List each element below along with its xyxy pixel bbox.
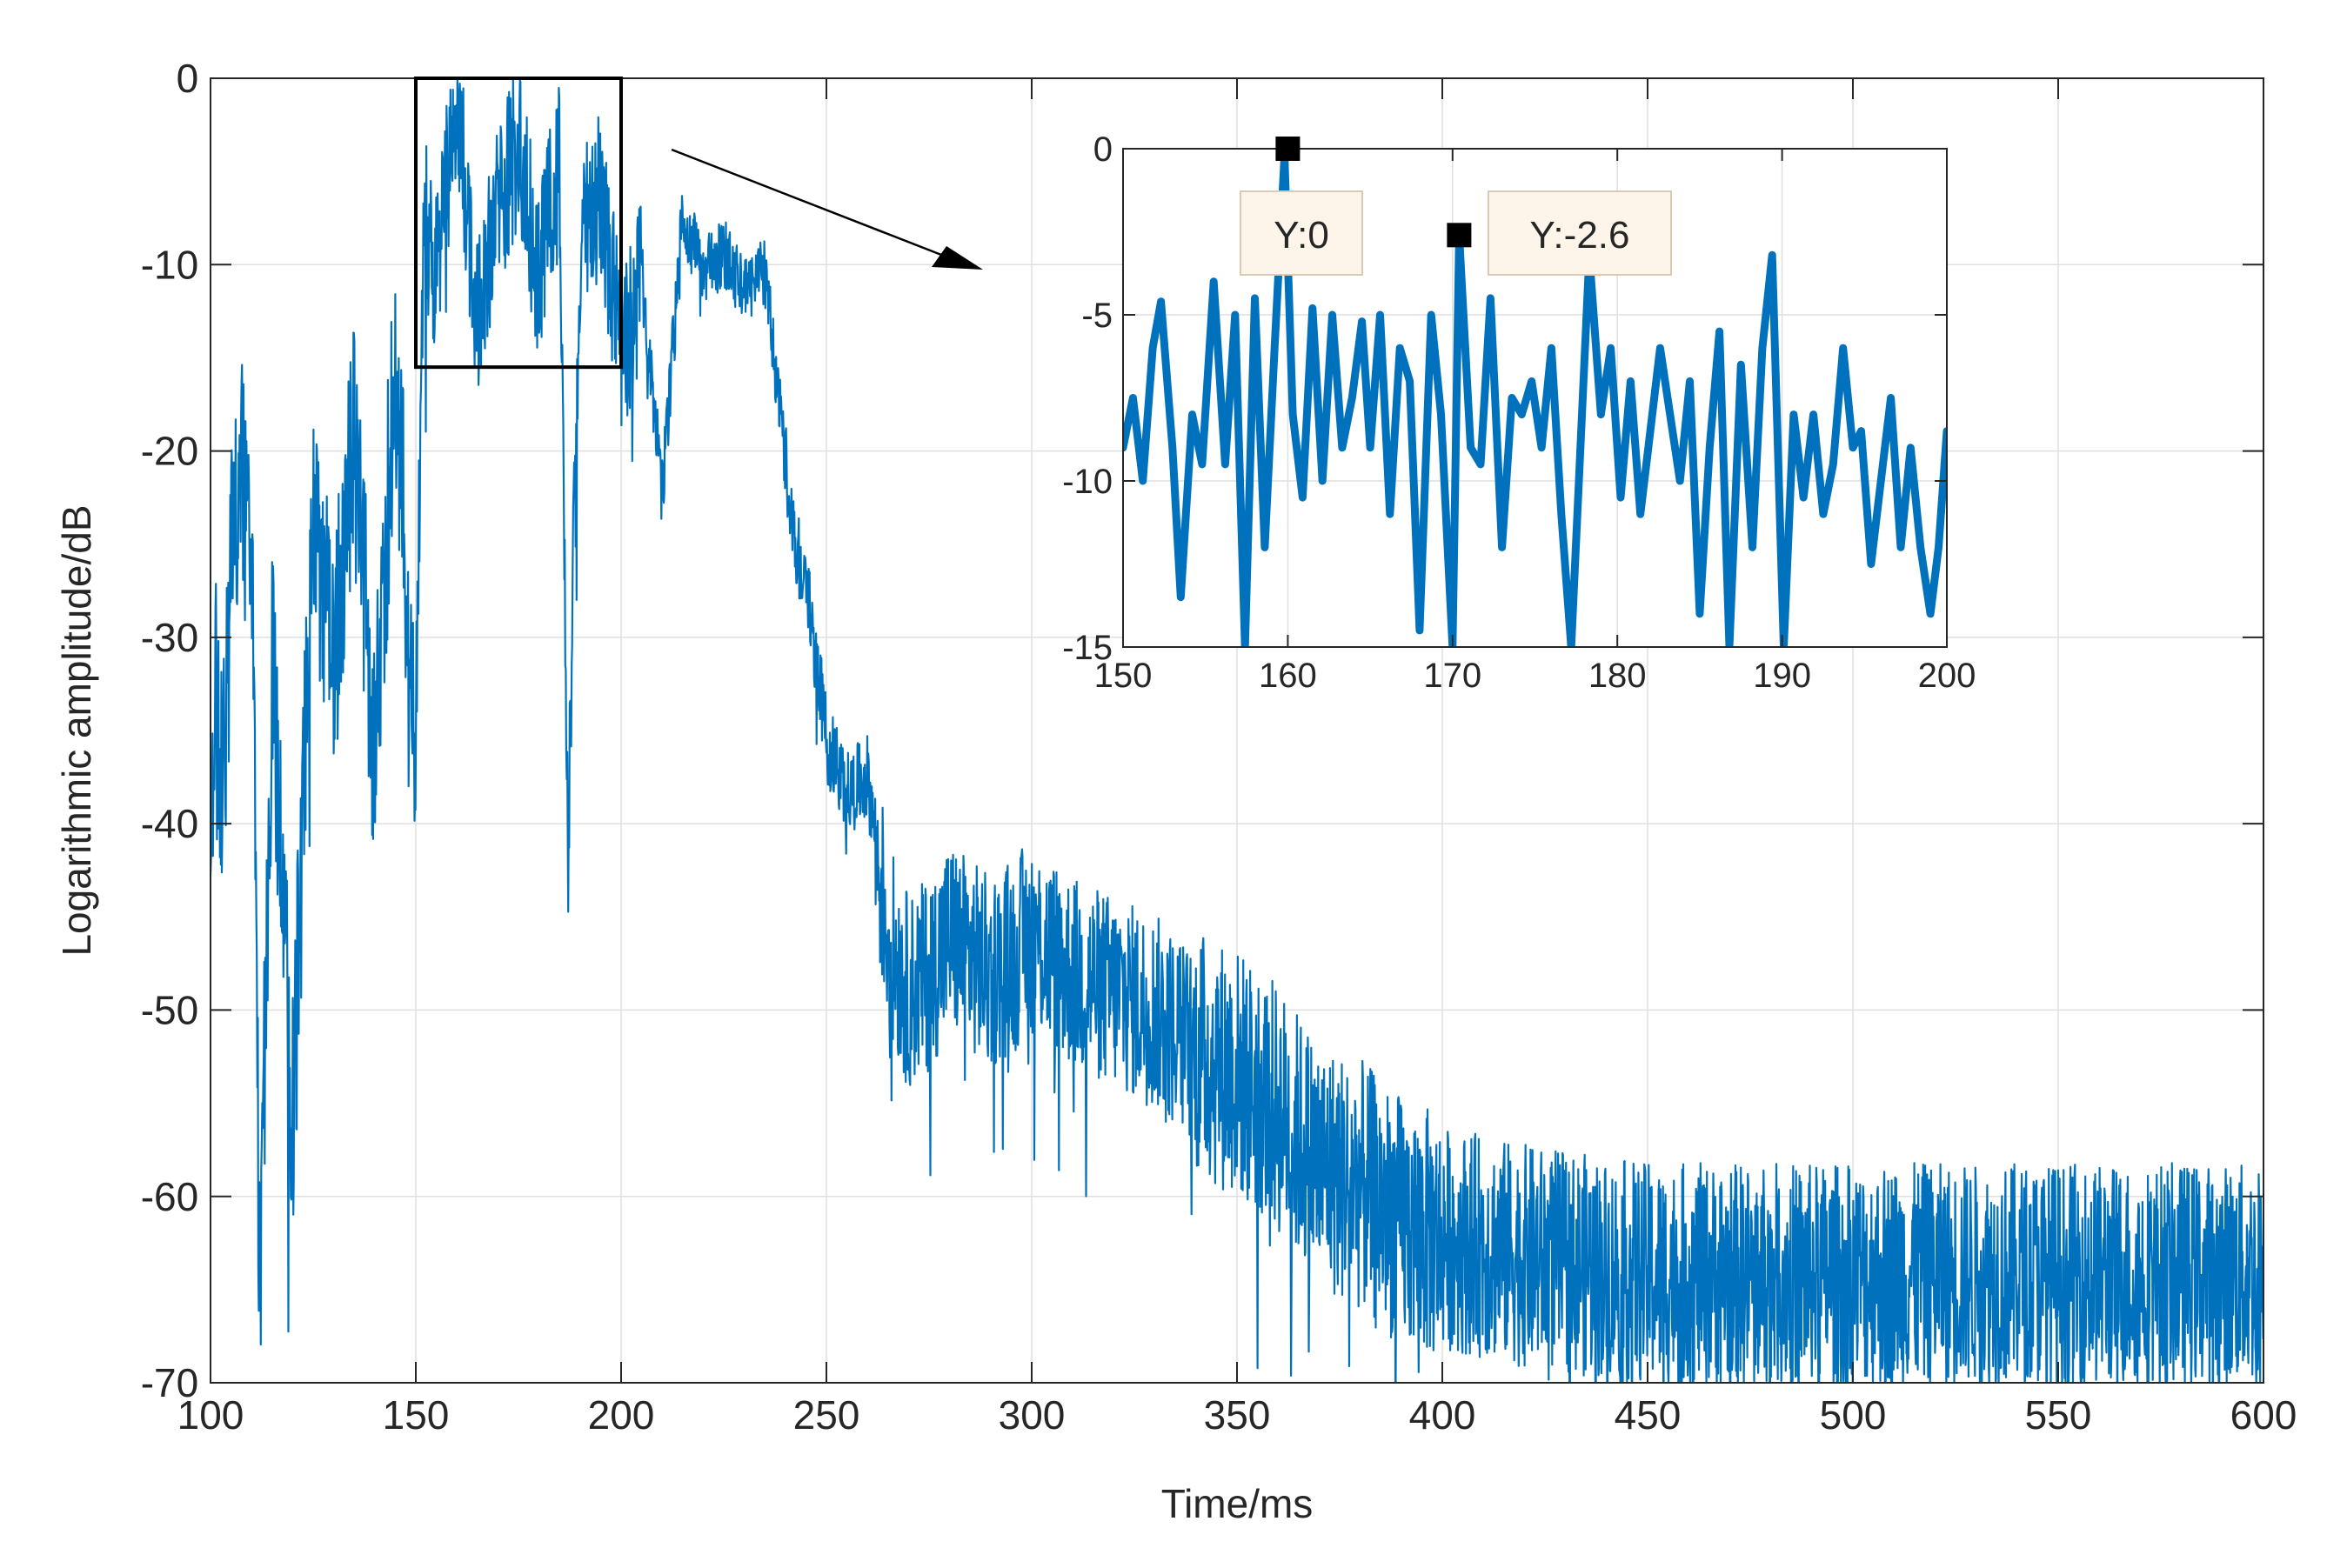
datatip-1-label: Y:0 bbox=[1274, 214, 1329, 257]
main-series-line bbox=[211, 78, 2263, 1383]
inset-xtick-label: 170 bbox=[1423, 657, 1481, 695]
zoom-arrow bbox=[671, 148, 983, 270]
inset-xtick-labels: 150 160 170 180 190 200 bbox=[1094, 657, 1976, 695]
main-ytick-label: -20 bbox=[141, 429, 198, 474]
inset-ytick-label: -10 bbox=[1062, 463, 1113, 501]
main-xtick-label: 100 bbox=[177, 1392, 244, 1438]
zoom-arrow-shaft bbox=[671, 148, 958, 263]
inset-xtick-label: 150 bbox=[1094, 657, 1153, 695]
inset-xtick-label: 200 bbox=[1918, 657, 1976, 695]
main-ytick-label: -50 bbox=[141, 988, 198, 1033]
zoom-arrow-head bbox=[932, 246, 983, 270]
datatip-2-marker bbox=[1447, 223, 1472, 248]
main-ytick-label: -30 bbox=[141, 615, 198, 660]
main-xtick-label: 600 bbox=[2230, 1392, 2297, 1438]
datatip-1-box bbox=[1240, 190, 1363, 276]
datatip-2-box bbox=[1488, 190, 1672, 276]
inset-ytick-label: -15 bbox=[1062, 629, 1113, 667]
main-xtick-label: 400 bbox=[1409, 1392, 1476, 1438]
inset-axes-frame bbox=[1122, 148, 1948, 648]
main-xtick-labels: 100 150 200 250 300 350 400 450 500 550 600 bbox=[177, 1392, 2297, 1438]
inset-xtick-label: 180 bbox=[1588, 657, 1647, 695]
main-ytick-label: -70 bbox=[141, 1360, 198, 1405]
main-ytick-label: 0 bbox=[177, 56, 199, 101]
inset-ytick-label: -5 bbox=[1081, 297, 1113, 335]
main-xtick-label: 250 bbox=[793, 1392, 860, 1438]
datatip-peak-1[interactable]: Y:0 bbox=[1240, 137, 1363, 276]
inset-xtick-label: 190 bbox=[1753, 657, 1811, 695]
main-ytick-label: -10 bbox=[141, 242, 198, 287]
inset-axes: 150 160 170 180 190 200 0 -5 -10 -15 Y:0 Y:-2.6 bbox=[1062, 130, 1976, 695]
inset-ticks bbox=[1122, 148, 1948, 648]
inset-series-line bbox=[1123, 151, 1947, 647]
inset-xtick-label: 160 bbox=[1259, 657, 1317, 695]
datatip-1-marker bbox=[1275, 137, 1301, 161]
datatip-2-label: Y:-2.6 bbox=[1530, 214, 1630, 257]
zoom-region-box bbox=[414, 77, 623, 370]
main-ytick-labels: 0 -10 -20 -30 -40 -50 -60 -70 bbox=[141, 56, 198, 1405]
main-xtick-label: 550 bbox=[2025, 1392, 2092, 1438]
main-xtick-label: 200 bbox=[588, 1392, 655, 1438]
main-x-axis-label: Time/ms bbox=[1161, 1481, 1314, 1526]
main-xtick-label: 300 bbox=[999, 1392, 1066, 1438]
datatip-peak-2[interactable]: Y:-2.6 bbox=[1447, 190, 1672, 276]
main-y-axis-label: Logarithmic amplitude/dB bbox=[54, 504, 99, 956]
inset-ytick-label: 0 bbox=[1093, 130, 1113, 169]
main-xtick-label: 150 bbox=[383, 1392, 450, 1438]
main-xtick-label: 500 bbox=[1820, 1392, 1887, 1438]
main-ytick-label: -60 bbox=[141, 1174, 198, 1219]
main-ytick-label: -40 bbox=[141, 801, 198, 846]
main-xtick-label: 450 bbox=[1615, 1392, 1682, 1438]
inset-ytick-labels: 0 -5 -10 -15 bbox=[1062, 130, 1113, 667]
main-xtick-label: 350 bbox=[1204, 1392, 1271, 1438]
